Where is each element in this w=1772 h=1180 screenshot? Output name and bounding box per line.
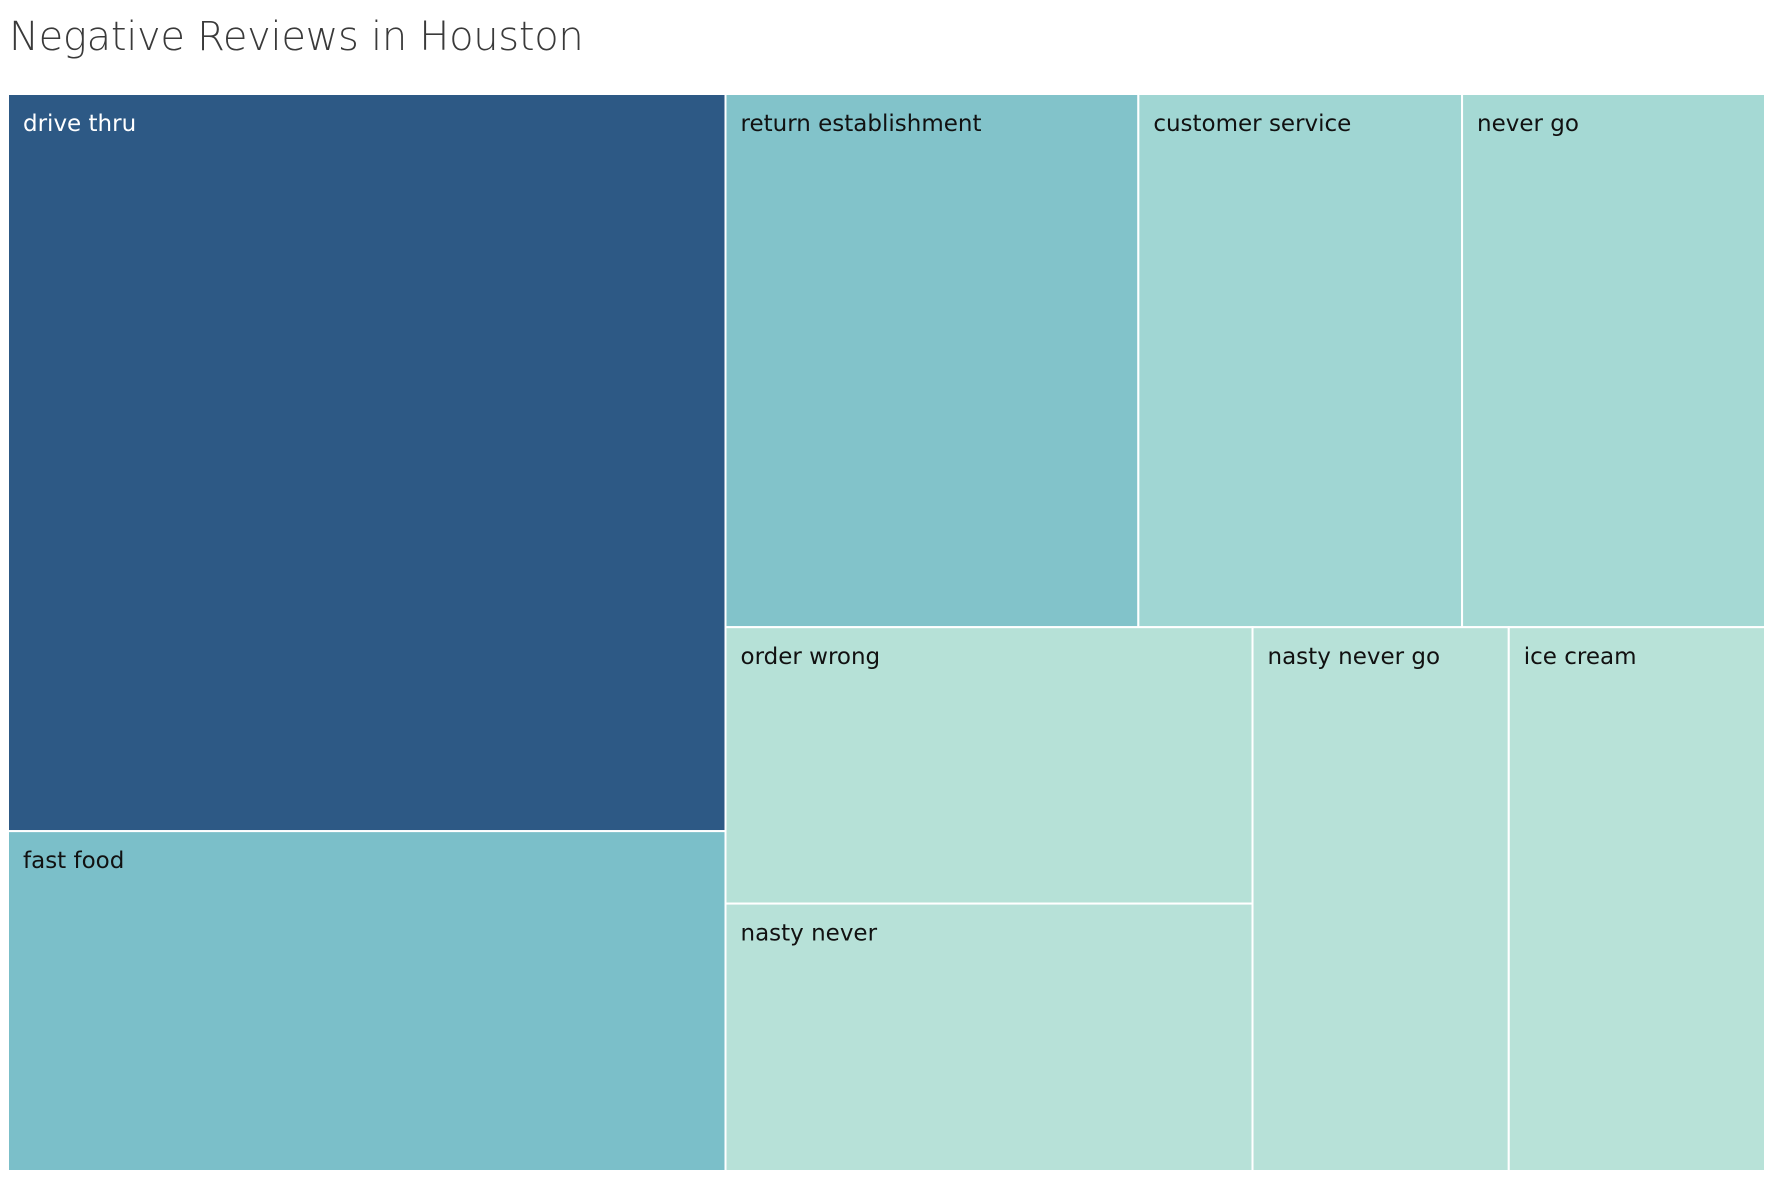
tile-label: ice cream xyxy=(1524,644,1637,670)
tile-label: order wrong xyxy=(741,644,881,670)
tile-rect[interactable] xyxy=(8,94,727,833)
tile-label: never go xyxy=(1477,111,1579,137)
tile-nasty-never[interactable]: nasty never xyxy=(724,902,1254,1171)
chart-title: Negative Reviews in Houston xyxy=(9,14,584,60)
tile-drive-thru[interactable]: drive thru xyxy=(8,94,727,833)
tile-label: return establishment xyxy=(741,111,982,137)
treemap: drive thru fast food return establishment c… xyxy=(8,94,1765,1171)
tile-label: fast food xyxy=(23,848,124,874)
treemap-canvas: drive thru fast food return establishment c… xyxy=(8,94,1765,1171)
tile-never-go[interactable]: never go xyxy=(1461,94,1765,629)
tile-fast-food[interactable]: fast food xyxy=(8,830,727,1171)
tile-rect[interactable] xyxy=(724,902,1254,1171)
tile-rect[interactable] xyxy=(1461,94,1765,629)
tile-customer-service[interactable]: customer service xyxy=(1137,94,1464,629)
tile-rect[interactable] xyxy=(724,94,1140,629)
tile-rect[interactable] xyxy=(1251,626,1510,1171)
tile-return-establishment[interactable]: return establishment xyxy=(724,94,1140,629)
tile-rect[interactable] xyxy=(1137,94,1464,629)
tile-order-wrong[interactable]: order wrong xyxy=(724,626,1254,905)
tile-rect[interactable] xyxy=(1507,626,1765,1171)
tile-rect[interactable] xyxy=(724,626,1254,905)
tile-label: nasty never xyxy=(741,921,878,947)
tile-rect[interactable] xyxy=(8,830,727,1171)
tile-ice-cream[interactable]: ice cream xyxy=(1507,626,1765,1171)
tile-nasty-never-go[interactable]: nasty never go xyxy=(1251,626,1510,1171)
tile-label: drive thru xyxy=(23,111,136,137)
tile-label: nasty never go xyxy=(1268,644,1441,670)
tile-label: customer service xyxy=(1153,111,1351,137)
